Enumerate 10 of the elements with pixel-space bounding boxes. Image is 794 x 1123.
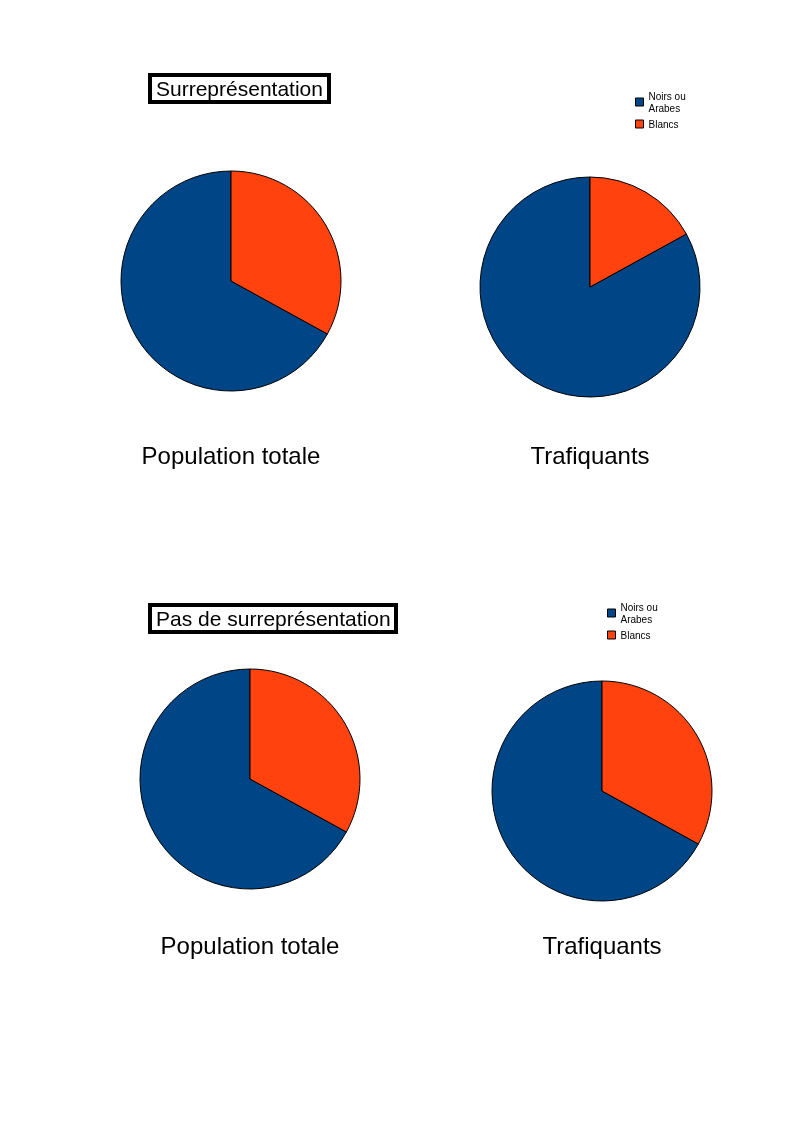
slice-label: Population totale <box>141 441 321 469</box>
slice-label: Trafiquants <box>542 931 662 959</box>
chart-title: Pas de surreprésentation <box>156 607 391 630</box>
chart-title: Surreprésentation <box>156 77 323 100</box>
legend-label: Noirs ou Arabes <box>648 90 689 114</box>
slice-label: Trafiquants <box>530 441 650 469</box>
legend-label: Blancs <box>620 629 651 641</box>
legend-label: Blancs <box>648 118 679 130</box>
legend-label: Noirs ou Arabes <box>620 601 661 625</box>
slice-label: Population totale <box>160 931 340 959</box>
